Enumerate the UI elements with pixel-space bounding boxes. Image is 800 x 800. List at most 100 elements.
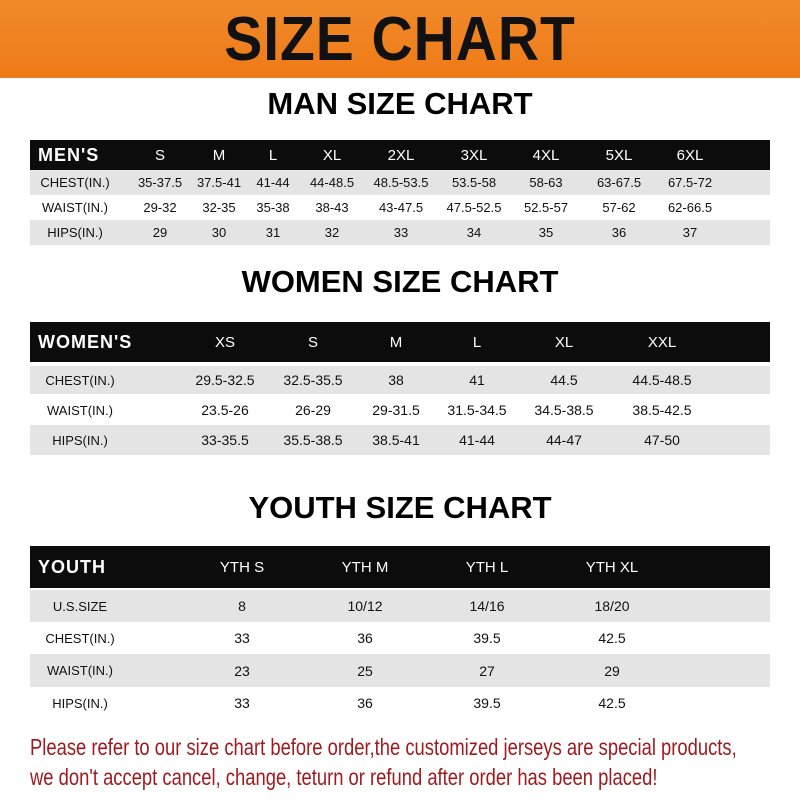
table-row: U.S.SIZE 8 10/12 14/16 18/20 [30, 590, 770, 622]
size-header-cell: L [472, 333, 482, 351]
measurement-value: 41 [469, 372, 485, 388]
banner: SIZE CHART [0, 0, 800, 78]
youth-size-table: YOUTH YTH S YTH M YTH L YTH XL U.S.SIZE 8 10/12… [30, 546, 770, 719]
measurement-label: WAIST(IN.) [42, 200, 108, 215]
measurement-value: 41-44 [256, 175, 290, 190]
size-header-cell: YTH L [465, 558, 509, 576]
measurement-value: 27 [479, 662, 495, 679]
measurement-label: CHEST(IN.) [40, 175, 110, 190]
measurement-value: 37.5-41 [196, 175, 242, 190]
youth-section-title: YOUTH SIZE CHART [248, 490, 552, 525]
measurement-value: 44.5-48.5 [632, 372, 692, 388]
table-category-label: YOUTH [38, 556, 106, 577]
measurement-value: 44.5 [550, 372, 578, 388]
size-header-cell: XL [554, 333, 574, 351]
measurement-label: HIPS(IN.) [52, 695, 108, 711]
table-row: WAIST(IN.) 23.5-26 26-29 29-31.5 31.5-34.5 34… [30, 396, 770, 424]
measurement-value: 10/12 [347, 598, 383, 614]
measurement-value: 38.5-42.5 [632, 402, 692, 418]
measurement-value: 8 [238, 598, 246, 614]
size-header-cell: S [154, 146, 166, 164]
measurement-value: 35 [538, 225, 554, 240]
measurement-value: 32.5-35.5 [283, 372, 343, 388]
measurement-value: 42.5 [598, 630, 626, 646]
measurement-value: 32 [324, 225, 340, 240]
notice-line-1: Please refer to our size chart before or… [30, 734, 737, 760]
measurement-value: 33 [234, 695, 250, 711]
measurement-value: 38 [388, 372, 404, 388]
size-header-cell: 5XL [605, 146, 633, 164]
measurement-value: 29 [604, 662, 620, 679]
table-category-label: MEN'S [38, 144, 100, 165]
measurement-label: CHEST(IN.) [45, 372, 115, 388]
table-row: HIPS(IN.) 33 36 39.5 42.5 [30, 687, 770, 719]
measurement-label: WAIST(IN.) [47, 663, 113, 678]
size-header-cell: 4XL [532, 146, 560, 164]
measurement-value: 47.5-52.5 [446, 200, 502, 215]
size-header-cell: YTH S [219, 558, 265, 576]
measurement-label: HIPS(IN.) [47, 225, 103, 240]
table-row: WAIST(IN.) 29-32 32-35 35-38 38-43 43-47.5 47.… [30, 195, 770, 220]
measurement-value: 39.5 [473, 695, 501, 711]
banner-title: SIZE CHART [224, 5, 576, 74]
measurement-value: 31.5-34.5 [447, 402, 507, 418]
size-header-cell: XXL [647, 333, 677, 351]
size-header-cell: L [268, 146, 278, 164]
notice-line-2: we don't accept cancel, change, teturn o… [30, 764, 658, 790]
measurement-value: 37 [682, 225, 698, 240]
table-row: HIPS(IN.) 33-35.5 35.5-38.5 38.5-41 41-44 44-… [30, 425, 770, 455]
measurement-value: 43-47.5 [378, 200, 424, 215]
measurement-label: HIPS(IN.) [52, 432, 108, 448]
measurement-value: 26-29 [295, 402, 331, 418]
size-header-cell: YTH XL [585, 558, 639, 576]
measurement-value: 29.5-32.5 [195, 372, 255, 388]
measurement-value: 25 [357, 662, 373, 679]
measurement-value: 35.5-38.5 [283, 432, 343, 448]
measurement-label: WAIST(IN.) [47, 402, 113, 418]
measurement-value: 30 [211, 225, 227, 240]
size-header-cell: 2XL [387, 146, 415, 164]
measurement-value: 18/20 [594, 598, 630, 614]
table-row: CHEST(IN.) 35-37.5 37.5-41 41-44 44-48.5 48.5… [30, 170, 770, 195]
measurement-value: 38-43 [315, 200, 349, 215]
men-section-title: MAN SIZE CHART [267, 86, 533, 121]
size-header-cell: M [212, 146, 226, 164]
measurement-value: 52.5-57 [523, 200, 569, 215]
size-header-cell: XS [214, 333, 236, 351]
measurement-value: 36 [357, 630, 373, 646]
measurement-value: 53.5-58 [451, 175, 497, 190]
measurement-value: 36 [611, 225, 627, 240]
measurement-value: 29-32 [143, 200, 177, 215]
measurement-value: 32-35 [202, 200, 236, 215]
women-section-title: WOMEN SIZE CHART [241, 264, 559, 299]
measurement-value: 67.5-72 [667, 175, 713, 190]
size-header-cell: 6XL [676, 146, 704, 164]
measurement-value: 47-50 [644, 432, 680, 448]
size-header-cell: XL [322, 146, 342, 164]
measurement-value: 42.5 [598, 695, 626, 711]
measurement-value: 33 [234, 630, 250, 646]
measurement-value: 48.5-53.5 [373, 175, 429, 190]
men-size-table: MEN'S S M L XL 2XL 3XL 4XL 5XL 6XL CHEST(IN.) 35-37… [30, 140, 770, 245]
measurement-value: 34 [466, 225, 482, 240]
measurement-value: 36 [357, 695, 373, 711]
measurement-value: 35-38 [256, 200, 290, 215]
measurement-value: 31 [265, 225, 281, 240]
measurement-label: CHEST(IN.) [45, 630, 115, 646]
measurement-value: 29-31.5 [372, 402, 420, 418]
women-size-table: WOMEN'S XS S M L XL XXL CHEST(IN.) 29.5-32.5 32.5… [30, 322, 770, 455]
measurement-value: 33 [393, 225, 409, 240]
measurement-value: 23 [234, 662, 250, 679]
table-row: CHEST(IN.) 29.5-32.5 32.5-35.5 38 41 44.5 44.5… [30, 366, 770, 394]
measurement-value: 57-62 [602, 200, 636, 215]
measurement-value: 35-37.5 [137, 175, 183, 190]
table-row: HIPS(IN.) 29 30 31 32 33 34 35 36 37 [30, 220, 770, 245]
table-header-row: WOMEN'S XS S M L XL XXL [30, 322, 770, 362]
size-header-cell: 3XL [460, 146, 488, 164]
measurement-label: U.S.SIZE [52, 598, 108, 614]
measurement-value: 41-44 [459, 432, 495, 448]
table-header-row: YOUTH YTH S YTH M YTH L YTH XL [30, 546, 770, 588]
measurement-value: 39.5 [473, 630, 501, 646]
measurement-value: 29 [152, 225, 168, 240]
measurement-value: 33-35.5 [201, 432, 249, 448]
